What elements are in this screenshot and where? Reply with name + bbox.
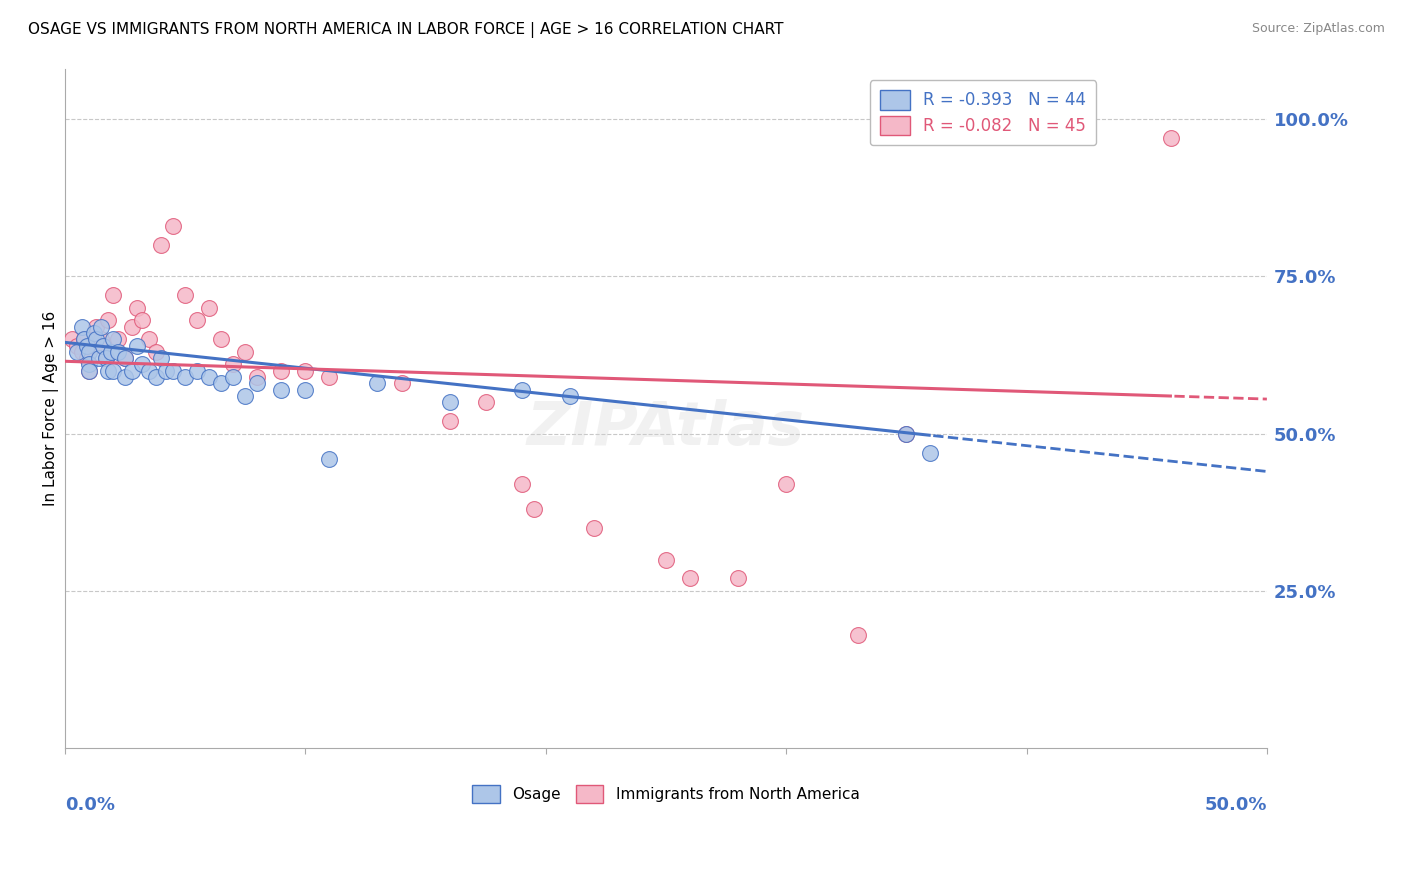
Point <box>145 370 167 384</box>
Point <box>896 426 918 441</box>
Point <box>246 370 269 384</box>
Point <box>114 370 136 384</box>
Point <box>209 332 232 346</box>
Point <box>84 332 107 346</box>
Point <box>439 414 461 428</box>
Point <box>391 376 413 391</box>
Point <box>84 319 107 334</box>
Point <box>145 344 167 359</box>
Point <box>233 344 256 359</box>
Point <box>198 301 221 315</box>
Point <box>101 364 124 378</box>
Point <box>846 628 869 642</box>
Point <box>121 319 143 334</box>
Point <box>198 370 221 384</box>
Point <box>294 364 316 378</box>
Point <box>138 332 160 346</box>
Point <box>186 313 208 327</box>
Point <box>60 332 83 346</box>
Point <box>150 237 173 252</box>
Point <box>107 344 129 359</box>
Point <box>131 358 153 372</box>
Point <box>233 389 256 403</box>
Point <box>523 502 546 516</box>
Point <box>77 364 100 378</box>
Point <box>87 351 110 365</box>
Point <box>93 338 115 352</box>
Point <box>76 351 98 365</box>
Point <box>70 319 93 334</box>
Point <box>270 364 292 378</box>
Point <box>127 301 149 315</box>
Point <box>679 572 702 586</box>
Point <box>510 477 533 491</box>
Legend: Osage, Immigrants from North America: Osage, Immigrants from North America <box>467 779 866 809</box>
Text: Source: ZipAtlas.com: Source: ZipAtlas.com <box>1251 22 1385 36</box>
Point <box>90 319 112 334</box>
Point <box>510 383 533 397</box>
Text: 0.0%: 0.0% <box>65 796 115 814</box>
Point <box>100 344 122 359</box>
Point <box>474 395 496 409</box>
Point <box>582 521 605 535</box>
Point <box>94 351 117 365</box>
Point <box>1160 130 1182 145</box>
Point <box>101 288 124 302</box>
Point <box>121 364 143 378</box>
Point <box>94 351 117 365</box>
Point <box>66 344 89 359</box>
Point <box>270 383 292 397</box>
Point <box>150 351 173 365</box>
Y-axis label: In Labor Force | Age > 16: In Labor Force | Age > 16 <box>44 311 59 506</box>
Point <box>162 364 184 378</box>
Point <box>131 313 153 327</box>
Point <box>77 358 100 372</box>
Point <box>73 332 96 346</box>
Point <box>77 364 100 378</box>
Point <box>155 364 177 378</box>
Point <box>246 376 269 391</box>
Point <box>83 338 105 352</box>
Point <box>920 445 942 459</box>
Point <box>114 351 136 365</box>
Point <box>727 572 749 586</box>
Point <box>76 338 98 352</box>
Point <box>83 326 105 340</box>
Text: ZIPAtlas: ZIPAtlas <box>527 400 806 458</box>
Point <box>101 332 124 346</box>
Point <box>93 338 115 352</box>
Point <box>97 313 120 327</box>
Point <box>73 332 96 346</box>
Point <box>174 288 197 302</box>
Point <box>558 389 581 403</box>
Point <box>655 552 678 566</box>
Point <box>366 376 388 391</box>
Point <box>127 338 149 352</box>
Point <box>70 344 93 359</box>
Point <box>318 370 340 384</box>
Point <box>90 332 112 346</box>
Point <box>66 338 89 352</box>
Text: OSAGE VS IMMIGRANTS FROM NORTH AMERICA IN LABOR FORCE | AGE > 16 CORRELATION CHA: OSAGE VS IMMIGRANTS FROM NORTH AMERICA I… <box>28 22 783 38</box>
Point <box>162 219 184 233</box>
Point <box>222 358 245 372</box>
Point <box>77 344 100 359</box>
Point <box>222 370 245 384</box>
Point <box>439 395 461 409</box>
Point <box>775 477 797 491</box>
Point <box>138 364 160 378</box>
Point <box>186 364 208 378</box>
Point <box>209 376 232 391</box>
Point <box>114 351 136 365</box>
Point <box>97 364 120 378</box>
Point <box>318 451 340 466</box>
Point <box>107 332 129 346</box>
Text: 50.0%: 50.0% <box>1205 796 1267 814</box>
Point <box>896 426 918 441</box>
Point <box>174 370 197 384</box>
Point <box>294 383 316 397</box>
